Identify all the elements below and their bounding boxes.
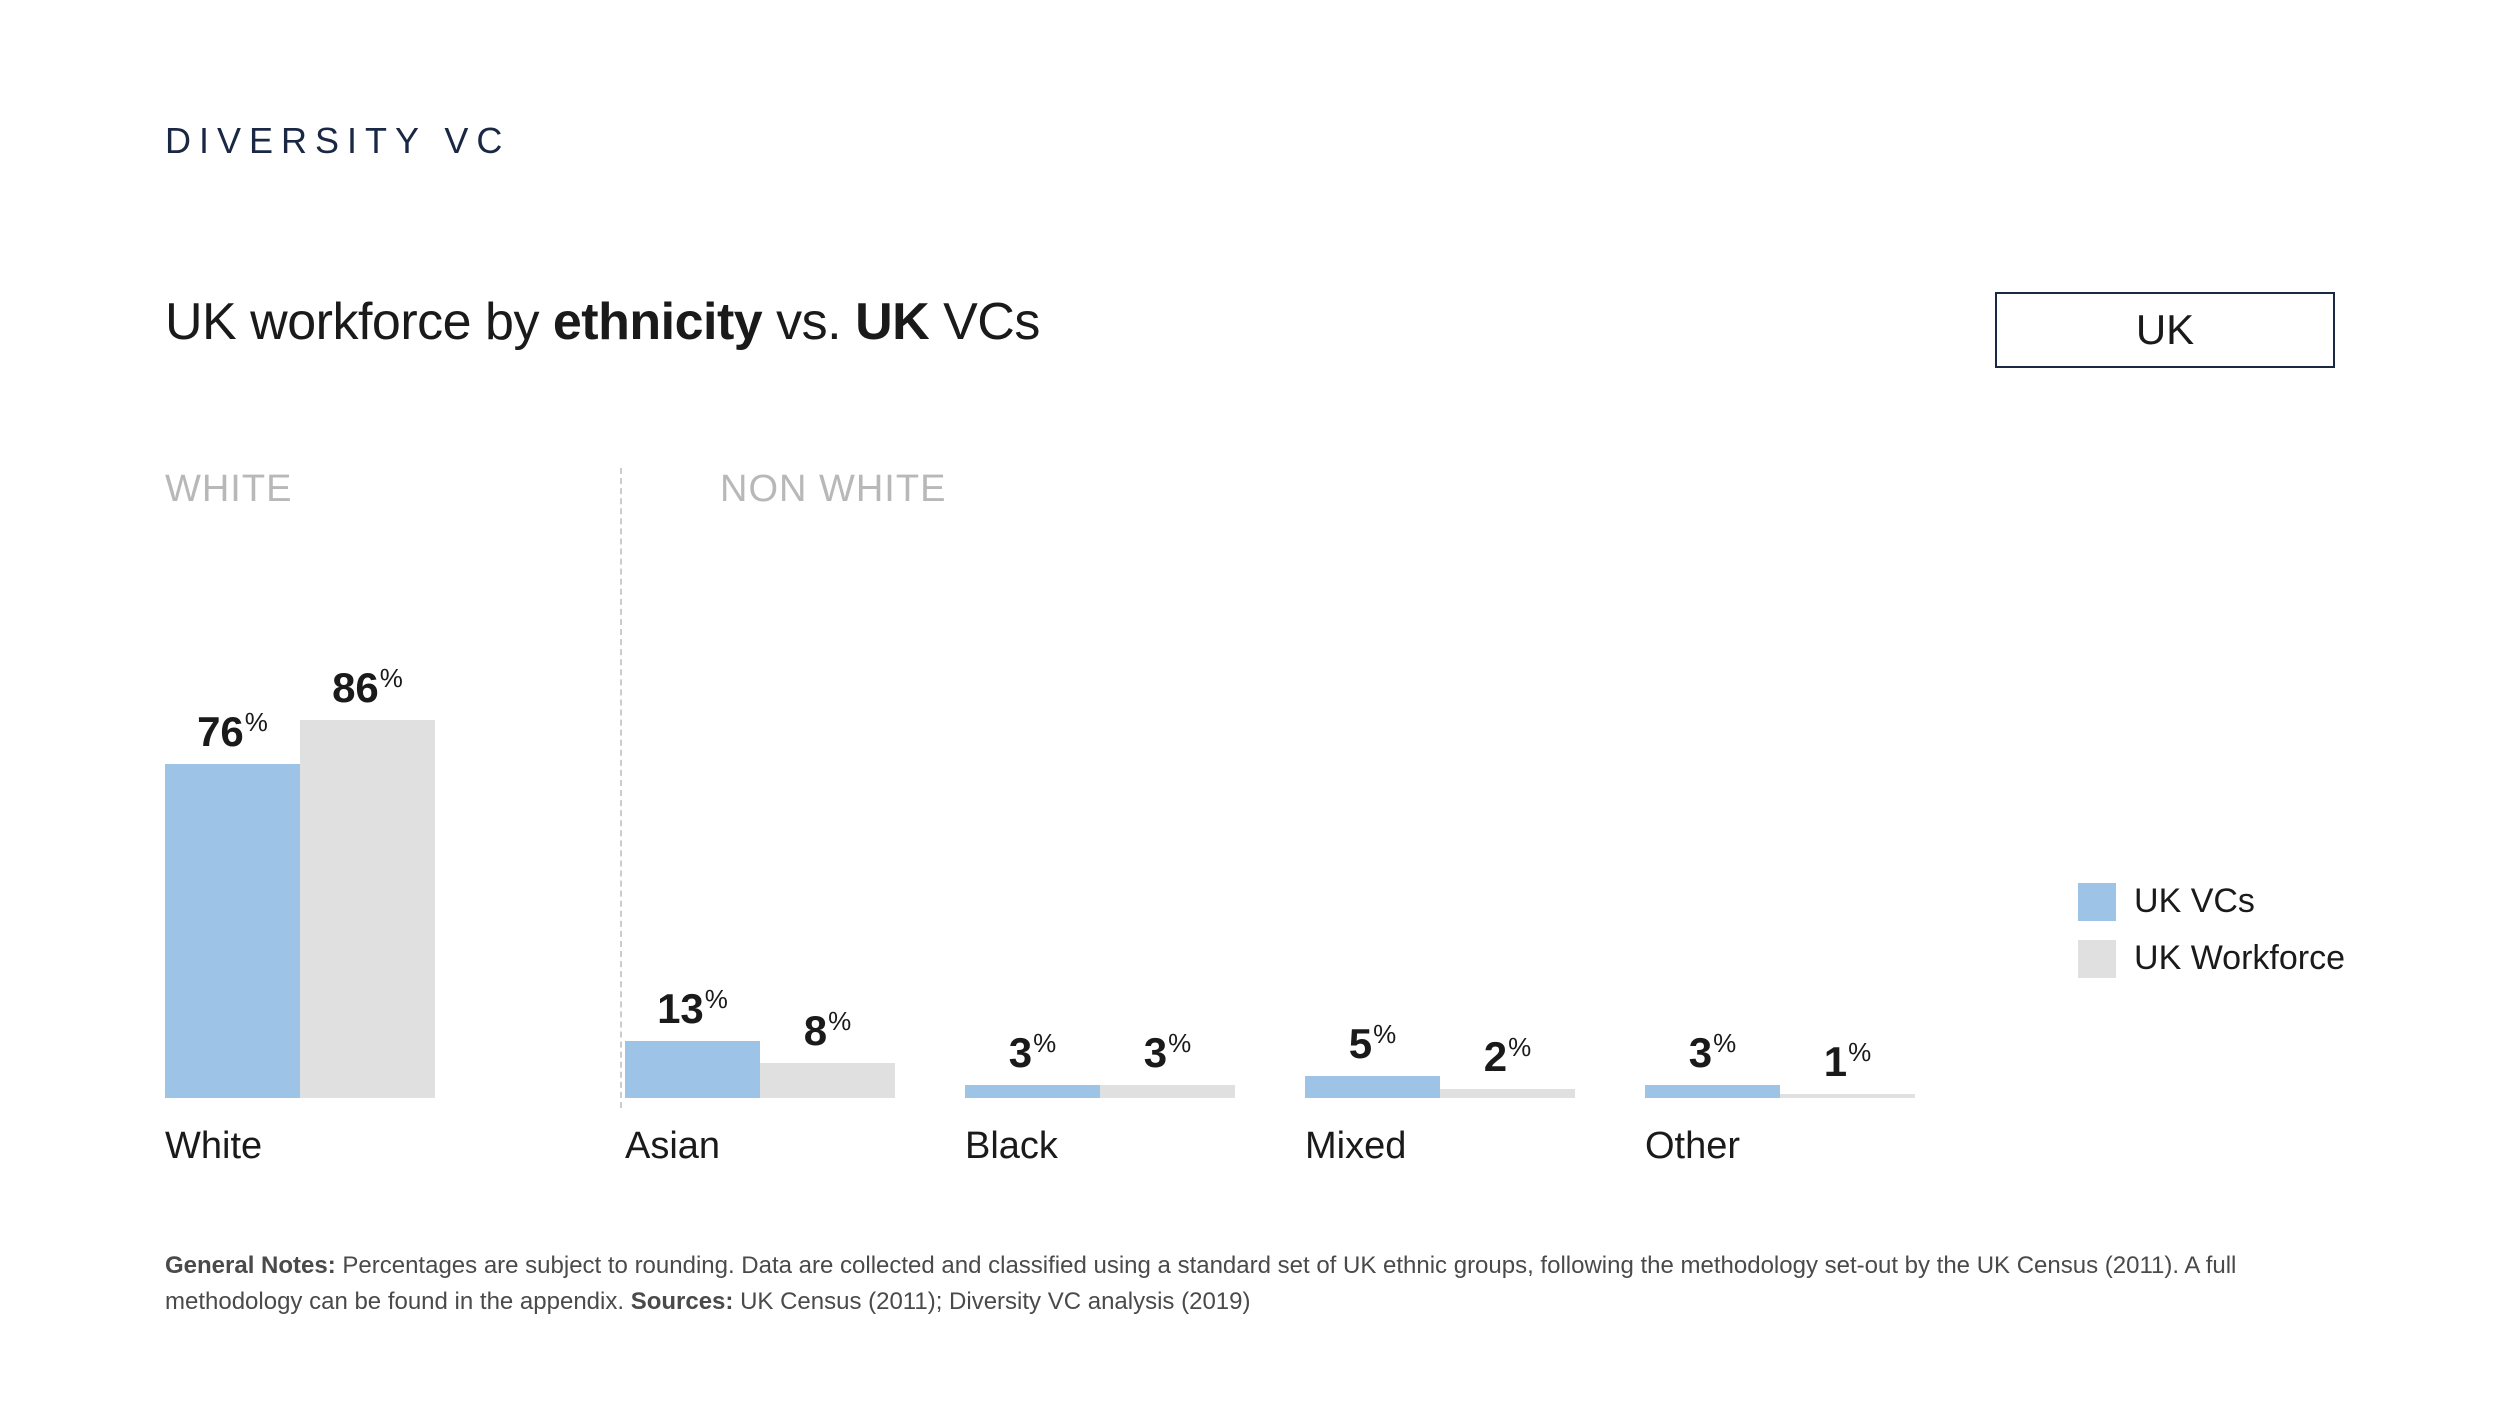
bar-value-vc: 13%: [657, 984, 728, 1033]
bar-value-workforce: 1%: [1824, 1037, 1871, 1086]
bar-value-vc: 5%: [1349, 1019, 1396, 1068]
bars-pair: 5% 2%: [1305, 1019, 1575, 1098]
title-bold2: UK: [855, 293, 929, 351]
bar-workforce: [300, 720, 435, 1098]
bar-workforce: [1440, 1089, 1575, 1098]
bars-pair: 3% 1%: [1645, 1028, 1915, 1098]
bar-wrap-workforce: 86%: [300, 663, 435, 1098]
bar-value-workforce: 3%: [1144, 1028, 1191, 1077]
bars-container: 76%86%White13%8%Asian3%3%Black5%2%Mixed3…: [165, 538, 1985, 1098]
bar-value-vc: 3%: [1689, 1028, 1736, 1077]
bar-value-workforce: 8%: [804, 1006, 851, 1055]
title-prefix: UK workforce by: [165, 293, 553, 351]
section-white-label: WHITE: [165, 468, 485, 511]
title-suffix: VCs: [929, 293, 1040, 351]
bar-wrap-vc: 5%: [1305, 1019, 1440, 1098]
chart-title: UK workforce by ethnicity vs. UK VCs: [165, 292, 1040, 352]
section-labels: WHITE NON WHITE: [165, 468, 946, 511]
bar-value-vc: 3%: [1009, 1028, 1056, 1077]
legend-item-workforce: UK Workforce: [2078, 939, 2345, 978]
bar-vc: [965, 1085, 1100, 1098]
category-label: White: [165, 1125, 262, 1168]
chart-area: WHITE NON WHITE 76%86%White13%8%Asian3%3…: [165, 468, 2335, 1098]
bars-pair: 76% 86%: [165, 663, 435, 1098]
bar-value-workforce: 2%: [1484, 1032, 1531, 1081]
bar-value-workforce: 86%: [332, 663, 403, 712]
bar-wrap-workforce: 8%: [760, 1006, 895, 1098]
bar-group-white: 76%86%White: [165, 663, 435, 1098]
bars-pair: 13% 8%: [625, 984, 895, 1098]
bar-group-black: 3%3%Black: [965, 1028, 1235, 1098]
region-badge: UK: [1995, 292, 2335, 368]
legend-swatch-workforce: [2078, 940, 2116, 978]
bar-wrap-vc: 3%: [965, 1028, 1100, 1098]
header-row: UK workforce by ethnicity vs. UK VCs UK: [165, 292, 2335, 368]
section-nonwhite-label: NON WHITE: [720, 468, 946, 511]
bar-wrap-workforce: 2%: [1440, 1032, 1575, 1098]
legend-swatch-vc: [2078, 883, 2116, 921]
footer-label2: Sources:: [631, 1288, 740, 1315]
bar-workforce: [760, 1063, 895, 1098]
legend-vc-label: UK VCs: [2134, 882, 2255, 921]
bar-wrap-workforce: 3%: [1100, 1028, 1235, 1098]
title-bold1: ethnicity: [553, 293, 762, 351]
bar-group-asian: 13%8%Asian: [625, 984, 895, 1098]
title-mid: vs.: [762, 293, 855, 351]
category-label: Asian: [625, 1125, 720, 1168]
logo: DIVERSITY VC: [165, 120, 2335, 162]
bar-vc: [625, 1041, 760, 1098]
legend-item-vc: UK VCs: [2078, 882, 2345, 921]
footer-notes: General Notes: Percentages are subject t…: [165, 1248, 2315, 1320]
footer-label1: General Notes:: [165, 1252, 342, 1279]
bar-workforce: [1100, 1085, 1235, 1098]
bar-wrap-vc: 3%: [1645, 1028, 1780, 1098]
bar-wrap-vc: 76%: [165, 707, 300, 1098]
bar-vc: [1305, 1076, 1440, 1098]
bar-vc: [165, 764, 300, 1098]
bar-wrap-workforce: 1%: [1780, 1037, 1915, 1098]
bar-workforce: [1780, 1094, 1915, 1098]
category-label: Other: [1645, 1125, 1740, 1168]
bar-wrap-vc: 13%: [625, 984, 760, 1098]
category-label: Mixed: [1305, 1125, 1406, 1168]
bar-value-vc: 76%: [197, 707, 268, 756]
bar-group-mixed: 5%2%Mixed: [1305, 1019, 1575, 1098]
legend-workforce-label: UK Workforce: [2134, 939, 2345, 978]
bars-pair: 3% 3%: [965, 1028, 1235, 1098]
category-label: Black: [965, 1125, 1058, 1168]
legend: UK VCs UK Workforce: [2078, 882, 2345, 978]
bar-group-other: 3%1%Other: [1645, 1028, 1915, 1098]
footer-text2: UK Census (2011); Diversity VC analysis …: [740, 1288, 1250, 1315]
bar-vc: [1645, 1085, 1780, 1098]
